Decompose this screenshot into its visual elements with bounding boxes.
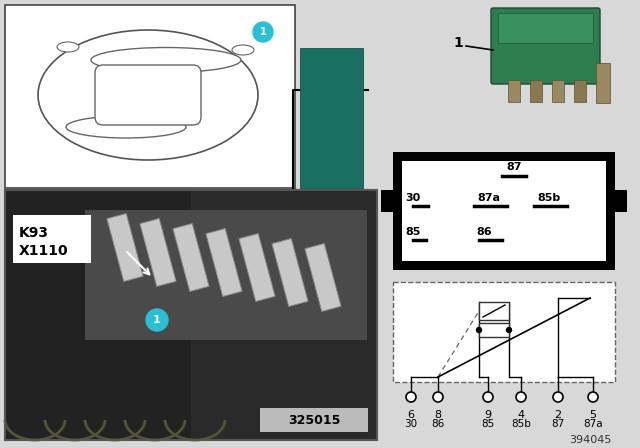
Bar	[272, 238, 308, 306]
Text: 87: 87	[506, 162, 522, 172]
Bar	[140, 219, 176, 286]
Circle shape	[406, 392, 416, 402]
Bar	[300, 48, 363, 188]
Bar	[530, 80, 542, 102]
Text: 87: 87	[552, 419, 564, 429]
Circle shape	[506, 327, 511, 332]
Ellipse shape	[38, 30, 258, 160]
Bar	[206, 228, 242, 297]
Bar	[13, 215, 91, 263]
Text: 6: 6	[408, 410, 415, 420]
Circle shape	[253, 22, 273, 42]
Circle shape	[516, 392, 526, 402]
Text: 9: 9	[484, 410, 492, 420]
Ellipse shape	[91, 47, 241, 73]
Bar	[173, 224, 209, 292]
Bar	[381, 190, 395, 212]
Bar	[5, 190, 377, 440]
Bar	[5, 5, 295, 188]
Bar	[498, 13, 593, 43]
Text: 1: 1	[260, 27, 266, 37]
Polygon shape	[85, 210, 367, 340]
Text: 86: 86	[431, 419, 445, 429]
Text: 30: 30	[405, 193, 420, 203]
Ellipse shape	[232, 45, 254, 55]
Bar	[305, 244, 341, 311]
Bar	[260, 408, 368, 432]
Text: 394045: 394045	[569, 435, 611, 445]
Circle shape	[553, 392, 563, 402]
Circle shape	[477, 327, 481, 332]
Bar	[107, 214, 143, 281]
Text: 5: 5	[589, 410, 596, 420]
Bar	[239, 233, 275, 302]
Text: 85: 85	[405, 227, 420, 237]
Bar	[393, 152, 615, 270]
FancyBboxPatch shape	[95, 65, 201, 125]
Bar	[596, 63, 610, 103]
Bar	[5, 190, 191, 440]
Text: 85b: 85b	[538, 193, 561, 203]
Text: 87a: 87a	[583, 419, 603, 429]
Text: 4: 4	[517, 410, 525, 420]
Ellipse shape	[66, 116, 186, 138]
Bar	[5, 190, 377, 440]
Circle shape	[588, 392, 598, 402]
Text: 325015: 325015	[288, 414, 340, 426]
Text: 87a: 87a	[477, 193, 500, 203]
Text: 8: 8	[435, 410, 442, 420]
Bar	[552, 80, 564, 102]
Text: 85b: 85b	[511, 419, 531, 429]
Bar	[402, 161, 606, 261]
Text: 1: 1	[153, 315, 161, 325]
Text: K93
X1110: K93 X1110	[19, 226, 68, 258]
Text: 1: 1	[453, 36, 463, 50]
Text: 2: 2	[554, 410, 561, 420]
Ellipse shape	[57, 42, 79, 52]
Bar	[574, 80, 586, 102]
Circle shape	[483, 392, 493, 402]
FancyBboxPatch shape	[491, 8, 600, 84]
Bar	[479, 302, 509, 320]
Text: 30: 30	[404, 419, 417, 429]
Bar	[613, 190, 627, 212]
Text: 85: 85	[481, 419, 495, 429]
Bar	[479, 323, 509, 337]
Bar	[393, 282, 615, 382]
Circle shape	[146, 309, 168, 331]
Bar	[508, 80, 520, 102]
Text: 86: 86	[476, 227, 492, 237]
Circle shape	[433, 392, 443, 402]
